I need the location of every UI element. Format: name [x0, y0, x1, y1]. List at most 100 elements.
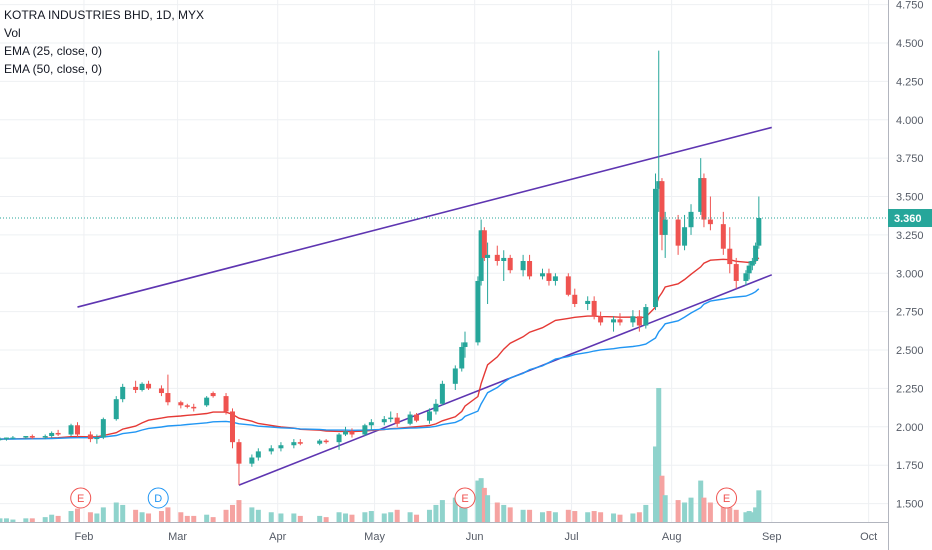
- candle-body: [204, 397, 210, 406]
- volume-bar: [323, 517, 329, 522]
- candle-body: [733, 264, 739, 281]
- candle-body: [184, 405, 190, 407]
- candle-body: [368, 422, 374, 426]
- candle-body: [462, 342, 468, 347]
- candle-body: [229, 411, 235, 443]
- volume-bar: [49, 514, 55, 522]
- y-tick-label: 2.500: [896, 345, 924, 357]
- x-tick-label: Jul: [565, 531, 579, 543]
- volume-bar: [3, 518, 9, 522]
- candle-body: [158, 388, 164, 394]
- volume-bar: [23, 518, 29, 522]
- candle-body: [494, 254, 500, 261]
- candle-body: [756, 218, 762, 246]
- event-marker: [70, 487, 92, 509]
- candle-body: [630, 316, 636, 323]
- candle-body: [617, 319, 623, 323]
- volume-bar: [113, 502, 119, 522]
- ema50-line: [0, 288, 760, 440]
- volume-bar: [720, 504, 726, 522]
- candle-body: [688, 211, 694, 228]
- candle-body: [591, 300, 597, 317]
- candle-body: [527, 261, 533, 277]
- volume-bar: [191, 515, 197, 522]
- candle-body: [223, 396, 229, 412]
- volume-bar: [733, 509, 739, 522]
- candle-body: [94, 437, 100, 440]
- volume-bar: [291, 513, 297, 522]
- candle-body: [439, 383, 445, 404]
- candle-body: [113, 399, 119, 420]
- candle-body: [414, 414, 420, 421]
- y-tick-label: 2.750: [896, 307, 924, 319]
- volume-bar: [236, 500, 242, 522]
- y-tick-label: 2.250: [896, 383, 924, 395]
- candle-body: [381, 419, 387, 423]
- volume-bar: [343, 513, 349, 522]
- x-tick-label: Feb: [74, 531, 93, 543]
- volume-bar: [317, 515, 323, 522]
- candle-body: [3, 437, 9, 440]
- candle-body: [407, 414, 413, 424]
- volume-bar: [178, 512, 184, 522]
- event-marker-label: D: [154, 493, 162, 505]
- volume-bar: [407, 512, 413, 522]
- volume-bar: [539, 512, 545, 522]
- candle-body: [10, 437, 16, 439]
- candle-body: [475, 280, 481, 343]
- candle-body: [317, 440, 323, 444]
- candle-body: [291, 442, 297, 446]
- volume-bar: [475, 480, 481, 522]
- volume-bar: [507, 507, 513, 522]
- volume-bar: [546, 511, 552, 522]
- volume-bar: [426, 509, 432, 522]
- candle-body: [698, 178, 704, 212]
- volume-bar: [617, 514, 623, 522]
- candle-body: [643, 307, 649, 326]
- candle-body: [485, 254, 491, 258]
- volume-bar: [297, 515, 303, 522]
- volume-bar: [68, 511, 74, 522]
- volume-bar: [229, 504, 235, 522]
- volume-bar: [636, 512, 642, 522]
- volume-bar: [653, 446, 659, 522]
- volume-bar: [552, 512, 558, 522]
- candle-body: [539, 273, 545, 277]
- candle-body: [701, 178, 707, 220]
- volume-bar: [381, 513, 387, 522]
- volume-bar: [520, 509, 526, 522]
- volume-bar: [10, 519, 16, 522]
- volume-bar: [388, 512, 394, 522]
- volume-bar: [29, 518, 35, 522]
- y-tick-label: 4.000: [896, 115, 924, 127]
- candle-body: [659, 181, 665, 235]
- candle-body: [100, 419, 106, 438]
- volume-bar: [746, 511, 752, 522]
- event-marker-label: E: [461, 493, 468, 505]
- volume-bar: [268, 512, 274, 522]
- candle-body: [394, 417, 400, 424]
- volume-bar: [439, 500, 445, 522]
- candle-body: [656, 181, 662, 189]
- candle-body: [268, 448, 274, 452]
- event-marker-label: E: [723, 493, 730, 505]
- trend-line: [77, 126, 772, 308]
- candle-body: [349, 431, 355, 435]
- x-tick-label: Apr: [269, 531, 286, 543]
- candle-body: [139, 383, 145, 390]
- volume-bar: [656, 388, 662, 522]
- candle-body: [42, 436, 48, 438]
- y-tick-label: 3.000: [896, 268, 924, 280]
- candle-body: [133, 386, 139, 390]
- y-tick-label: 3.750: [896, 153, 924, 165]
- candle-body: [388, 417, 394, 420]
- x-tick-label: Jun: [466, 531, 484, 543]
- volume-bar: [662, 495, 668, 522]
- volume-bar: [255, 509, 261, 522]
- candle-body: [653, 188, 659, 308]
- candle-body: [55, 432, 61, 435]
- event-marker-label: E: [77, 493, 84, 505]
- volume-bar: [675, 500, 681, 522]
